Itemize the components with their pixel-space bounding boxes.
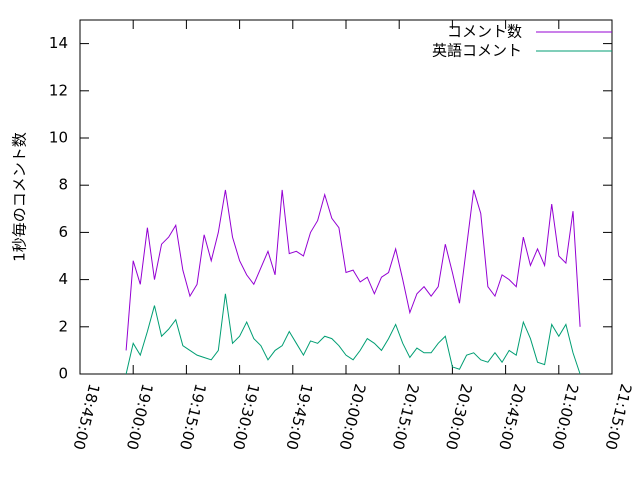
y-tick-label: 8 [58,176,68,194]
y-tick-label: 0 [58,365,68,383]
y-tick-label: 2 [58,317,68,335]
series-line [125,189,581,351]
series-line [125,293,581,375]
y-tick-label: 14 [49,34,68,52]
y-tick-label: 10 [49,129,68,147]
y-tick-label: 12 [49,81,68,99]
legend-label: 英語コメント [432,42,522,60]
y-tick-label: 6 [58,223,68,241]
y-axis-label: 1秒毎のコメント数 [11,132,29,262]
legend-label: コメント数 [447,23,522,41]
y-tick-label: 4 [58,270,68,288]
